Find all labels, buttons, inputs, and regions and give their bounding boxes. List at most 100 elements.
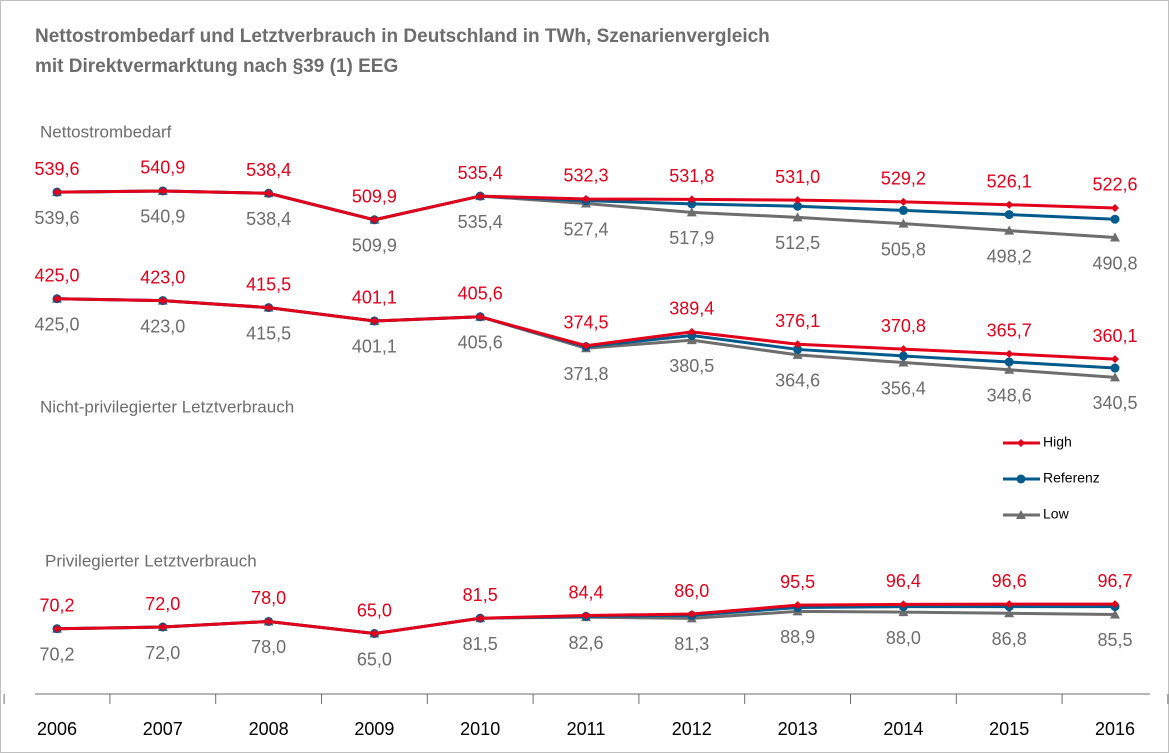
point: [582, 611, 590, 620]
point: [899, 197, 908, 206]
point: [264, 303, 273, 312]
point: [1005, 600, 1014, 609]
data-label: 425,0: [34, 315, 79, 335]
data-label: 340,5: [1092, 393, 1137, 413]
point: [1005, 349, 1014, 358]
point: [1004, 210, 1014, 220]
data-label: 538,4: [246, 160, 291, 180]
chart-title: Nettostrombedarf und Letztverbrauch in D…: [35, 26, 770, 47]
point: [1004, 225, 1015, 235]
data-label: 376,1: [775, 311, 820, 331]
point: [687, 610, 696, 619]
data-label: 415,5: [246, 274, 291, 294]
data-label: 490,8: [1092, 253, 1137, 273]
data-label: 348,6: [987, 386, 1032, 406]
point: [1110, 609, 1120, 619]
point: [1004, 357, 1014, 367]
data-label: 425,0: [34, 266, 79, 286]
point: [793, 344, 803, 354]
data-label: 531,0: [775, 167, 820, 187]
group-label: Nicht-privilegierter Letztverbrauch: [40, 397, 294, 416]
data-label: 85,5: [1097, 630, 1132, 650]
x-tick-label: 2011: [567, 719, 606, 739]
data-label: 522,6: [1092, 175, 1137, 195]
data-label: 539,6: [34, 208, 79, 228]
data-label: 88,9: [780, 627, 815, 647]
data-label: 531,8: [669, 166, 714, 186]
data-label: 96,6: [992, 571, 1027, 591]
data-label: 370,8: [881, 316, 926, 336]
x-tick-label: 2009: [354, 719, 394, 739]
data-label: 423,0: [140, 316, 185, 336]
x-tick-label: 2012: [672, 719, 712, 739]
data-label: 423,0: [140, 267, 185, 287]
data-label: 360,1: [1092, 326, 1137, 346]
data-label: 72,0: [145, 594, 180, 614]
data-label: 540,9: [140, 158, 185, 178]
data-label: 374,5: [563, 312, 608, 332]
data-label: 415,5: [246, 323, 291, 343]
point: [53, 624, 61, 633]
data-label: 405,6: [458, 333, 503, 353]
data-label: 364,6: [775, 371, 820, 391]
data-label: 371,8: [563, 364, 608, 384]
point: [1111, 355, 1119, 364]
point: [370, 629, 379, 638]
legend-label: High: [1043, 434, 1072, 450]
data-label: 70,2: [39, 595, 74, 615]
point: [582, 341, 590, 350]
point: [1004, 364, 1015, 374]
point: [1016, 510, 1026, 519]
data-label: 82,6: [568, 633, 603, 653]
point: [158, 186, 167, 195]
group-label: Nettostrombedarf: [40, 122, 172, 141]
point: [793, 340, 802, 349]
point: [158, 623, 167, 632]
data-label: 512,5: [775, 233, 820, 253]
data-label: 84,4: [568, 582, 603, 602]
data-label: 401,1: [352, 337, 397, 357]
point: [687, 199, 697, 209]
point: [53, 188, 61, 197]
data-label: 78,0: [251, 588, 286, 608]
data-label: 70,2: [39, 644, 74, 664]
point: [899, 600, 908, 609]
point: [898, 351, 908, 361]
point: [264, 189, 273, 198]
data-label: 401,1: [352, 288, 397, 308]
point: [898, 218, 909, 228]
data-label: 540,9: [140, 207, 185, 227]
data-label: 527,4: [563, 219, 608, 239]
data-label: 356,4: [881, 378, 926, 398]
point: [476, 192, 485, 201]
data-label: 498,2: [987, 246, 1032, 266]
legend-label: Low: [1043, 506, 1070, 522]
point: [1110, 232, 1120, 242]
point: [476, 614, 485, 623]
data-label: 505,8: [881, 239, 926, 259]
x-tick-label: 2007: [143, 719, 183, 739]
data-label: 65,0: [357, 600, 392, 620]
data-label: 526,1: [987, 171, 1032, 191]
data-label: 88,0: [886, 628, 921, 648]
point: [687, 195, 696, 204]
x-tick-label: 2013: [778, 719, 818, 739]
data-label: 535,4: [458, 163, 503, 183]
point: [687, 327, 696, 336]
data-label: 65,0: [357, 649, 392, 669]
point: [1110, 372, 1120, 382]
x-tick-label: 2010: [460, 719, 500, 739]
point: [53, 294, 61, 303]
data-label: 405,6: [458, 284, 503, 304]
legend-label: Referenz: [1043, 470, 1100, 486]
data-label: 95,5: [780, 572, 815, 592]
point: [158, 296, 167, 305]
data-label: 72,0: [145, 643, 180, 663]
data-label: 96,4: [886, 571, 921, 591]
data-label: 529,2: [881, 169, 926, 189]
data-label: 86,8: [992, 629, 1027, 649]
point: [264, 617, 273, 626]
point: [1004, 608, 1015, 618]
